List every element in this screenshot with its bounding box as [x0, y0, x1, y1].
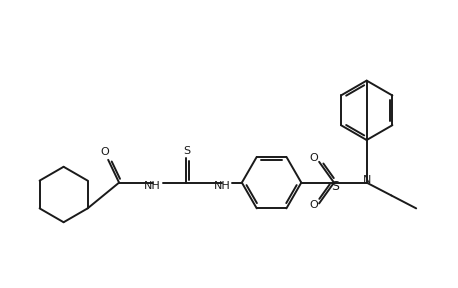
- Text: O: O: [310, 153, 319, 163]
- Text: NH: NH: [214, 181, 230, 191]
- Text: S: S: [183, 146, 190, 156]
- Text: O: O: [310, 200, 319, 211]
- Text: O: O: [101, 147, 109, 157]
- Text: NH: NH: [144, 181, 161, 191]
- Text: S: S: [331, 180, 339, 193]
- Text: N: N: [362, 175, 371, 185]
